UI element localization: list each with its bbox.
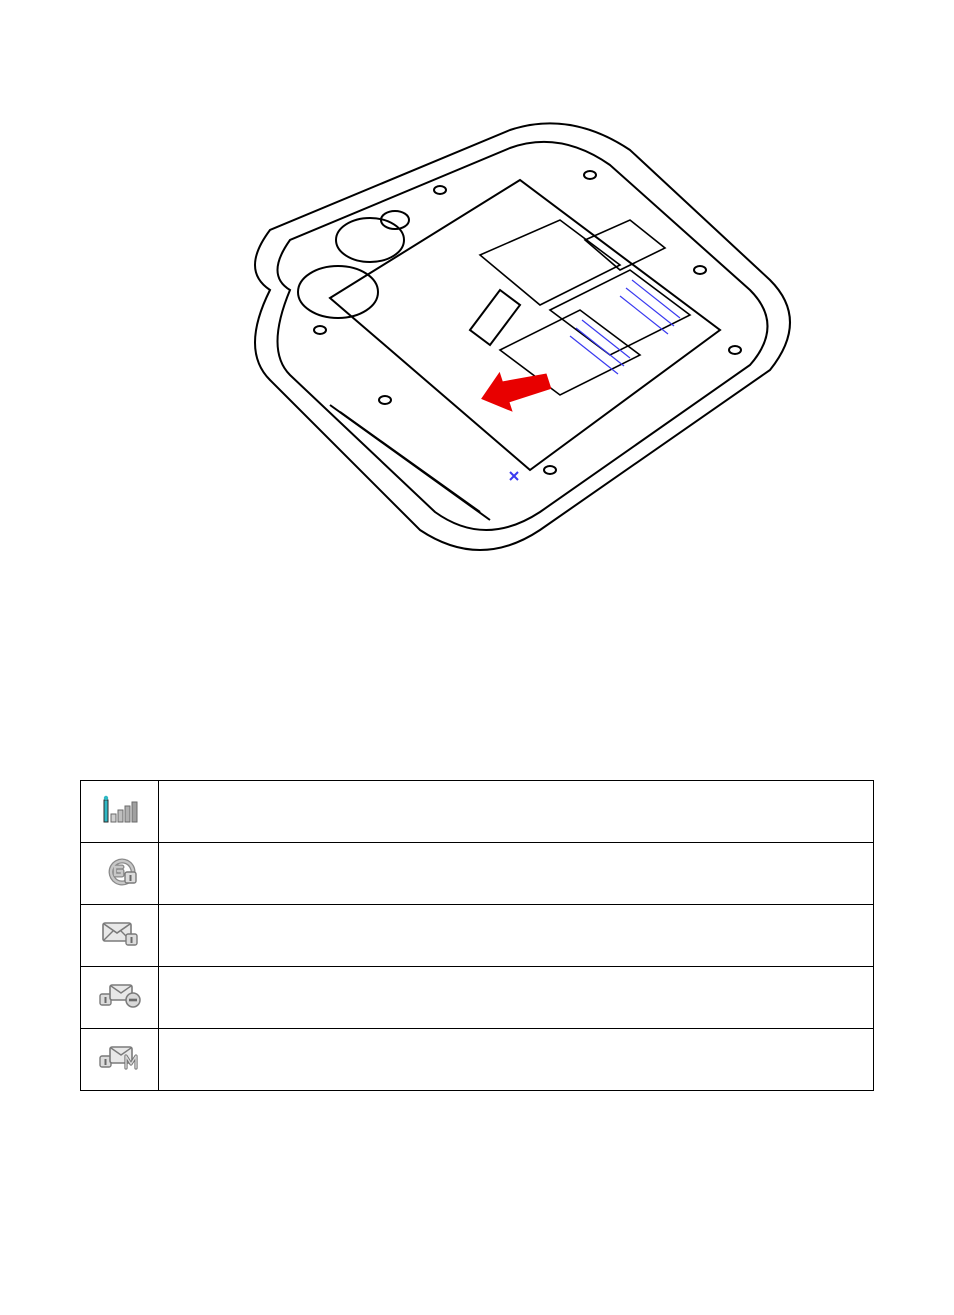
phone-line-art (180, 120, 800, 580)
desc-cell (159, 781, 874, 843)
insert-direction-arrow-icon (480, 360, 560, 420)
table-row (81, 967, 874, 1029)
icon-cell (81, 967, 159, 1029)
icons-table (80, 780, 874, 1091)
gprs-g-icon (101, 856, 139, 891)
desc-cell (159, 967, 874, 1029)
table-row (81, 1029, 874, 1091)
manual-page (0, 0, 954, 1315)
desc-cell (159, 843, 874, 905)
table-row (81, 781, 874, 843)
mms-message-icon (98, 1042, 142, 1077)
table-row (81, 843, 874, 905)
desc-cell (159, 1029, 874, 1091)
signal-strength-icon (102, 794, 138, 829)
icon-cell (81, 781, 159, 843)
message-blocked-icon (98, 980, 142, 1015)
desc-cell (159, 905, 874, 967)
status-icons-table (80, 780, 874, 1091)
icon-cell (81, 1029, 159, 1091)
icon-cell (81, 843, 159, 905)
message-envelope-icon (100, 918, 140, 953)
icon-cell (81, 905, 159, 967)
phone-sim-diagram (180, 120, 800, 580)
table-row (81, 905, 874, 967)
